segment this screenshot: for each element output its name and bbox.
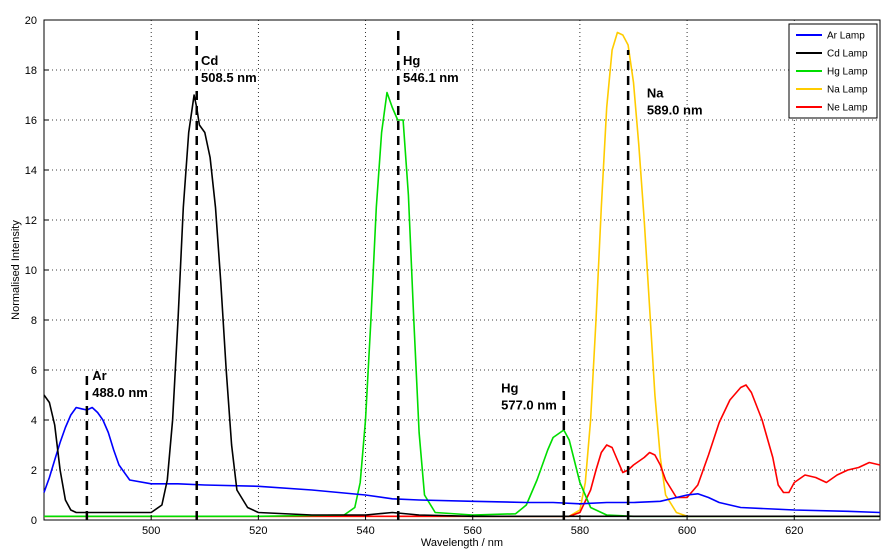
annotation-label: Cd bbox=[201, 53, 218, 68]
y-tick-label: 6 bbox=[31, 365, 37, 377]
series-na-lamp bbox=[44, 31, 880, 518]
legend-label: Ar Lamp bbox=[827, 31, 865, 42]
y-tick-label: 20 bbox=[25, 15, 37, 27]
x-tick-label: 540 bbox=[356, 525, 374, 537]
x-tick-label: 580 bbox=[571, 525, 589, 537]
x-tick-label: 500 bbox=[142, 525, 160, 537]
annotation-label: Hg bbox=[403, 53, 420, 68]
series-layer bbox=[43, 31, 881, 518]
legend-items: Ar Lamp Cd Lamp Hg Lamp Na Lamp Ne Lamp bbox=[796, 31, 868, 114]
x-axis-ticks: 500 520 540 560 580 600 620 bbox=[142, 515, 803, 537]
reference-lines bbox=[85, 30, 630, 520]
y-tick-label: 16 bbox=[25, 115, 37, 127]
y-tick-label: 12 bbox=[25, 215, 37, 227]
annotation-label: 508.5 nm bbox=[201, 70, 257, 85]
series-cd-lamp bbox=[43, 94, 880, 518]
series-ar-lamp bbox=[43, 406, 881, 514]
x-tick-label: 600 bbox=[678, 525, 696, 537]
annotations: Ar 488.0 nm Cd 508.5 nm Hg 546.1 nm Hg 577.0 nm… bbox=[92, 53, 702, 413]
y-tick-label: 14 bbox=[25, 165, 37, 177]
annotation-label: 488.0 nm bbox=[92, 385, 148, 400]
x-tick-label: 520 bbox=[249, 525, 267, 537]
annotation-label: 577.0 nm bbox=[501, 398, 557, 413]
plot-area bbox=[43, 19, 881, 521]
annotation-label: 546.1 nm bbox=[403, 70, 459, 85]
legend-label: Ne Lamp bbox=[827, 103, 868, 114]
y-tick-label: 10 bbox=[25, 265, 37, 277]
annotation-label: Hg bbox=[501, 381, 518, 396]
legend-label: Na Lamp bbox=[827, 85, 868, 96]
y-axis-ticks: 0 2 4 6 8 10 12 14 16 18 20 bbox=[25, 15, 49, 527]
series-ne-lamp bbox=[44, 384, 881, 518]
grid bbox=[44, 20, 880, 520]
y-axis-label: Normalised Intensity bbox=[10, 220, 22, 320]
x-tick-label: 620 bbox=[785, 525, 803, 537]
y-tick-label: 4 bbox=[31, 415, 37, 427]
legend-label: Cd Lamp bbox=[827, 49, 868, 60]
y-tick-label: 8 bbox=[31, 315, 37, 327]
x-tick-label: 560 bbox=[464, 525, 482, 537]
y-tick-label: 2 bbox=[31, 465, 37, 477]
y-tick-label: 0 bbox=[31, 515, 37, 527]
annotation-label: Na bbox=[647, 86, 664, 101]
legend: Ar Lamp Cd Lamp Hg Lamp Na Lamp Ne Lamp bbox=[788, 23, 878, 119]
annotation-label: 589.0 nm bbox=[647, 103, 703, 118]
legend-label: Hg Lamp bbox=[827, 67, 868, 78]
y-tick-label: 18 bbox=[25, 65, 37, 77]
x-axis-label: Wavelength / nm bbox=[421, 537, 503, 549]
annotation-label: Ar bbox=[92, 368, 106, 383]
series-hg-lamp bbox=[44, 91, 880, 518]
